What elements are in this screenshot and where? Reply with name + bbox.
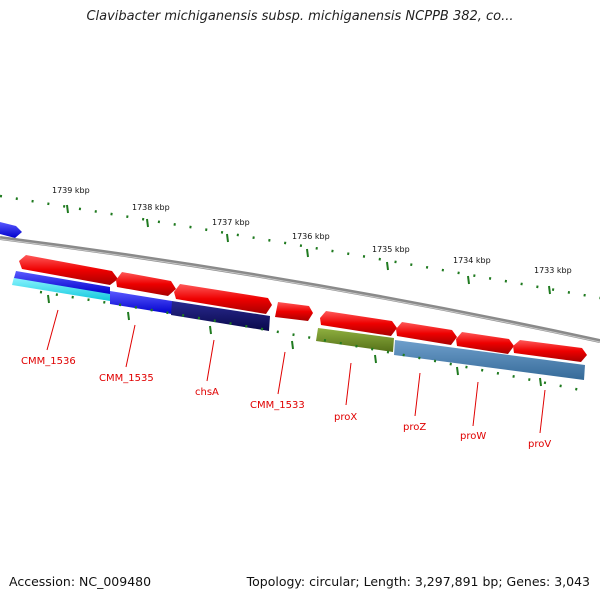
- cds-bar-blue-2[interactable]: [110, 291, 172, 314]
- ruler-label: 1737 kbp: [212, 218, 250, 227]
- gene-arrow-cmm1535-forward[interactable]: [116, 272, 176, 296]
- gene-label-prov[interactable]: proV: [528, 439, 551, 450]
- leader-line: [414, 372, 421, 417]
- gene-label-prow[interactable]: proW: [460, 431, 486, 442]
- leader-line: [472, 381, 479, 427]
- ruler-outer: [0, 194, 600, 300]
- gene-arrow-prov-forward[interactable]: [513, 340, 587, 362]
- genome-summary-text: Topology: circular; Length: 3,297,891 bp…: [246, 574, 590, 589]
- leader-line: [125, 324, 136, 368]
- cds-bar-cyan[interactable]: [12, 277, 110, 301]
- ruler-label: 1739 kbp: [52, 186, 90, 195]
- gene-feature-blue-left[interactable]: [0, 222, 22, 238]
- gene-label-chsa[interactable]: chsA: [195, 387, 219, 398]
- gene-label-cmm1535[interactable]: CMM_1535: [99, 373, 154, 384]
- ruler-label: 1736 kbp: [292, 232, 330, 241]
- ruler-inner-tick: [209, 325, 212, 335]
- gene-arrow-cmm1536-forward[interactable]: [19, 255, 118, 285]
- gene-arrow-prox-forward[interactable]: [320, 311, 397, 336]
- leader-line: [539, 389, 546, 434]
- map-title: Clavibacter michiganensis subsp. michiga…: [86, 9, 514, 24]
- ruler-major-tick: [146, 218, 149, 228]
- ruler-label: 1738 kbp: [132, 203, 170, 212]
- gene-label-cmm1533[interactable]: CMM_1533: [250, 400, 305, 411]
- ruler-major-tick: [467, 275, 470, 285]
- ruler-inner-tick: [539, 377, 542, 387]
- ruler-inner-tick: [374, 354, 377, 364]
- cds-track: [12, 271, 585, 380]
- gene-arrow-cmm1533-forward[interactable]: [275, 302, 313, 321]
- ruler-major-tick: [66, 204, 69, 214]
- genome-backbone: [0, 236, 600, 343]
- ruler-inner-tick: [456, 366, 459, 376]
- gene-arrow-proz-forward[interactable]: [396, 322, 457, 345]
- cds-bar-olive[interactable]: [316, 328, 394, 352]
- ruler-major-tick: [226, 233, 229, 243]
- ruler-label: 1734 kbp: [453, 256, 491, 265]
- ruler-label: 1733 kbp: [534, 266, 572, 275]
- ruler-inner-tick: [291, 340, 294, 350]
- ruler-label: 1735 kbp: [372, 245, 410, 254]
- gene-label-proz[interactable]: proZ: [403, 422, 426, 433]
- ruler-major-tick: [306, 248, 309, 258]
- genome-backbone-highlight: [0, 238, 600, 343]
- label-leaders: [46, 309, 546, 434]
- leader-line: [46, 309, 59, 351]
- accession-text: Accession: NC_009480: [9, 574, 152, 589]
- ruler-dots: [0, 194, 600, 300]
- gene-label-cmm1536[interactable]: CMM_1536: [21, 356, 76, 367]
- leader-line: [277, 351, 286, 395]
- leader-line: [206, 339, 215, 382]
- ruler-inner-tick: [127, 311, 130, 321]
- ruler-major-tick: [548, 285, 551, 295]
- forward-genes: [19, 255, 587, 362]
- cds-bar-steel[interactable]: [394, 340, 585, 380]
- ruler-major-tick: [386, 261, 389, 271]
- gene-label-prox[interactable]: proX: [334, 412, 357, 423]
- gene-arrow-prow-forward[interactable]: [456, 332, 514, 354]
- gene-arrow-chsa-forward[interactable]: [174, 284, 272, 314]
- leader-line: [345, 362, 352, 406]
- ruler-inner-tick: [47, 294, 50, 304]
- cds-bar-navy[interactable]: [171, 301, 270, 331]
- ruler-inner: [39, 290, 591, 394]
- cds-bar-blue-1[interactable]: [14, 271, 110, 294]
